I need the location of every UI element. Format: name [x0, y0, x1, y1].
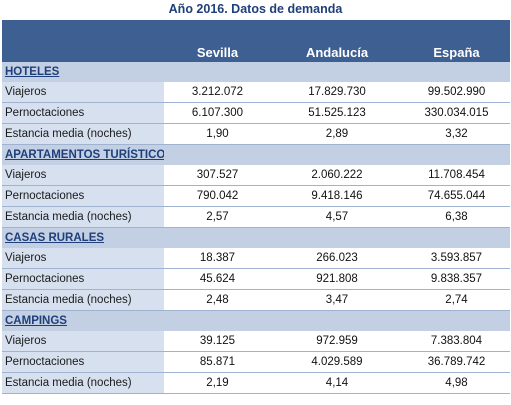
column-header-sevilla: Sevilla — [164, 20, 271, 62]
cell-sevilla: 45.624 — [164, 268, 271, 290]
table-row: Viajeros 3.212.072 17.829.730 99.502.990 — [2, 82, 510, 103]
cell-espana: 9.838.357 — [403, 268, 510, 290]
cell-andalucia: 972.959 — [271, 331, 403, 352]
cell-andalucia: 4.029.589 — [271, 351, 403, 373]
cell-andalucia: 921.808 — [271, 268, 403, 290]
cell-sevilla: 39.125 — [164, 331, 271, 352]
section-label: CASAS RURALES — [2, 227, 164, 248]
section-fill-cell — [403, 310, 510, 331]
cell-espana: 3.593.857 — [403, 248, 510, 269]
cell-sevilla: 6.107.300 — [164, 102, 271, 124]
section-fill-cell — [164, 144, 271, 165]
section-fill-cell — [164, 227, 271, 248]
cell-andalucia: 17.829.730 — [271, 82, 403, 103]
section-fill-cell — [164, 62, 271, 82]
row-label: Pernoctaciones — [2, 102, 164, 124]
section-fill-cell — [403, 62, 510, 82]
cell-espana: 4,98 — [403, 372, 510, 394]
table-row: Viajeros 307.527 2.060.222 11.708.454 — [2, 165, 510, 186]
table-row: Viajeros 39.125 972.959 7.383.804 — [2, 331, 510, 352]
section-fill-cell — [271, 144, 403, 165]
header-row: Sevilla Andalucía España — [2, 20, 510, 62]
section-fill-cell — [164, 310, 271, 331]
table-row: Pernoctaciones 85.871 4.029.589 36.789.742 — [2, 351, 510, 373]
table-row: Pernoctaciones 790.042 9.418.146 74.655.044 — [2, 185, 510, 207]
row-label: Viajeros — [2, 82, 164, 103]
row-label: Viajeros — [2, 248, 164, 269]
cell-andalucia: 266.023 — [271, 248, 403, 269]
cell-espana: 330.034.015 — [403, 102, 510, 124]
cell-sevilla: 307.527 — [164, 165, 271, 186]
cell-andalucia: 4,14 — [271, 372, 403, 394]
table-title: Año 2016. Datos de demanda — [168, 2, 343, 16]
row-label: Estancia media (noches) — [2, 123, 164, 145]
cell-espana: 3,32 — [403, 123, 510, 145]
cell-espana: 2,74 — [403, 289, 510, 311]
section-fill-cell — [271, 62, 403, 82]
section-fill-cell — [271, 310, 403, 331]
cell-andalucia: 9.418.146 — [271, 185, 403, 207]
cell-andalucia: 51.525.123 — [271, 102, 403, 124]
cell-espana: 74.655.044 — [403, 185, 510, 207]
table-row: Pernoctaciones 6.107.300 51.525.123 330.034… — [2, 102, 510, 124]
section-row: APARTAMENTOS TURÍSTICOS — [2, 144, 510, 165]
table-row: Pernoctaciones 45.624 921.808 9.838.357 — [2, 268, 510, 290]
cell-espana: 7.383.804 — [403, 331, 510, 352]
column-header-espana: España — [403, 20, 510, 62]
section-label: APARTAMENTOS TURÍSTICOS — [2, 144, 164, 165]
cell-sevilla: 2,19 — [164, 372, 271, 394]
table-row: Estancia media (noches) 2,19 4,14 4,98 — [2, 372, 510, 394]
row-label: Estancia media (noches) — [2, 289, 164, 311]
section-row: CAMPINGS — [2, 310, 510, 331]
cell-sevilla: 1,90 — [164, 123, 271, 145]
cell-sevilla: 2,57 — [164, 206, 271, 228]
table-row: Estancia media (noches) 2,48 3,47 2,74 — [2, 289, 510, 311]
row-label: Pernoctaciones — [2, 351, 164, 373]
row-label: Estancia media (noches) — [2, 372, 164, 394]
cell-espana: 11.708.454 — [403, 165, 510, 186]
cell-sevilla: 790.042 — [164, 185, 271, 207]
cell-andalucia: 2,89 — [271, 123, 403, 145]
row-label: Pernoctaciones — [2, 185, 164, 207]
demand-table: Sevilla Andalucía España HOTELES Viajeros… — [2, 20, 510, 394]
cell-sevilla: 3.212.072 — [164, 82, 271, 103]
row-label: Pernoctaciones — [2, 268, 164, 290]
cell-sevilla: 2,48 — [164, 289, 271, 311]
section-fill-cell — [271, 227, 403, 248]
row-label: Viajeros — [2, 331, 164, 352]
section-row: HOTELES — [2, 62, 510, 82]
cell-espana: 6,38 — [403, 206, 510, 228]
cell-andalucia: 4,57 — [271, 206, 403, 228]
table-row: Estancia media (noches) 2,57 4,57 6,38 — [2, 206, 510, 228]
table-body: Sevilla Andalucía España HOTELES Viajeros… — [2, 20, 510, 394]
section-fill-cell — [403, 227, 510, 248]
cell-espana: 99.502.990 — [403, 82, 510, 103]
table-row: Estancia media (noches) 1,90 2,89 3,32 — [2, 123, 510, 145]
column-header-andalucia: Andalucía — [271, 20, 403, 62]
cell-andalucia: 2.060.222 — [271, 165, 403, 186]
cell-andalucia: 3,47 — [271, 289, 403, 311]
section-label: HOTELES — [2, 62, 164, 82]
section-fill-cell — [403, 144, 510, 165]
section-row: CASAS RURALES — [2, 227, 510, 248]
cell-sevilla: 85.871 — [164, 351, 271, 373]
header-corner — [2, 20, 164, 62]
cell-sevilla: 18.387 — [164, 248, 271, 269]
row-label: Viajeros — [2, 165, 164, 186]
cell-espana: 36.789.742 — [403, 351, 510, 373]
row-label: Estancia media (noches) — [2, 206, 164, 228]
section-label: CAMPINGS — [2, 310, 164, 331]
table-row: Viajeros 18.387 266.023 3.593.857 — [2, 248, 510, 269]
